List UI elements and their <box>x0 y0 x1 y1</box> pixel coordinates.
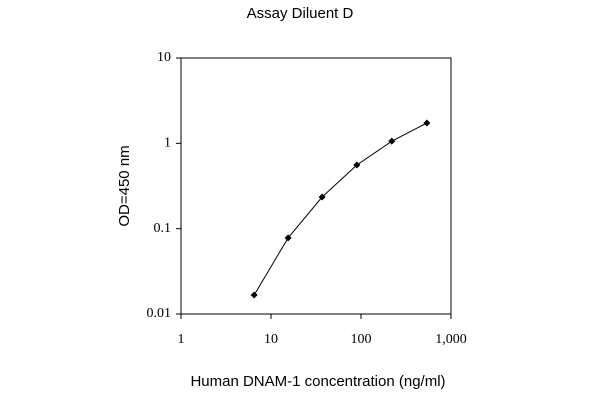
y-tick-label: 0.1 <box>154 221 172 236</box>
y-axis-label: OD=450 nm <box>116 145 133 226</box>
x-tick-label: 10 <box>264 332 278 347</box>
data-point <box>318 193 326 201</box>
y-tick-label: 1 <box>164 136 171 151</box>
chart-title: Assay Diluent D <box>247 5 354 22</box>
data-point <box>423 119 431 127</box>
x-tick-label: 1,000 <box>435 332 467 347</box>
data-point <box>353 161 361 169</box>
data-point <box>250 291 258 299</box>
y-tick-label: 0.01 <box>147 306 172 321</box>
y-tick-label: 10 <box>157 50 171 65</box>
x-tick-label: 1 <box>178 332 185 347</box>
plot-frame <box>180 57 452 315</box>
x-axis-label: Human DNAM-1 concentration (ng/ml) <box>190 373 445 390</box>
data-point <box>284 234 292 242</box>
x-tick-label: 100 <box>351 332 372 347</box>
data-point <box>388 137 396 145</box>
data-line <box>253 122 428 296</box>
